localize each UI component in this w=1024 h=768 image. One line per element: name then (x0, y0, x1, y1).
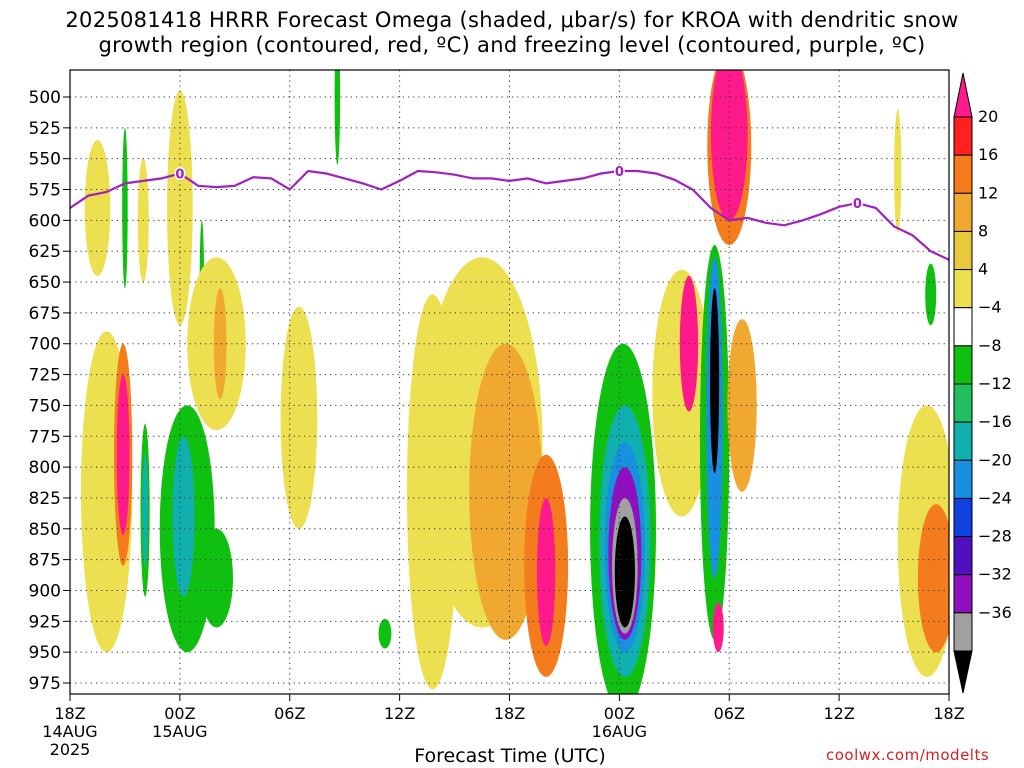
y-tick-label: 525 (29, 119, 61, 139)
x-tick-label: 06Z (274, 704, 305, 723)
omega-cell (710, 288, 720, 474)
y-tick-label: 575 (29, 181, 61, 201)
y-tick-label: 550 (29, 150, 61, 170)
colorbar-label: 16 (978, 145, 998, 164)
colorbar-label: 4 (978, 260, 988, 279)
colorbar-swatch (953, 574, 973, 614)
x-tick-label: 12Z (384, 704, 415, 723)
colorbar-swatch (953, 154, 973, 194)
omega-cell (710, 70, 748, 221)
x-tick-label: 00Z (164, 704, 195, 723)
omega-cell (213, 288, 227, 400)
x-tick-label: 18Z (54, 704, 85, 723)
x-tick-date: 15AUG (152, 722, 207, 741)
omega-cell (727, 319, 757, 492)
colorbar-label: 12 (978, 183, 998, 202)
colorbar-swatch (953, 192, 973, 232)
colorbar-swatch (953, 612, 973, 652)
y-tick-label: 950 (29, 643, 61, 663)
y-tick-label: 650 (29, 273, 61, 293)
omega-cell (378, 618, 392, 649)
chart-title: 2025081418 HRRR Forecast Omega (shaded, … (65, 8, 959, 57)
colorbar-label: −36 (978, 603, 1012, 622)
y-tick-label: 600 (29, 211, 61, 231)
colorbar-swatch (953, 269, 973, 309)
omega-cell (167, 90, 193, 326)
y-tick-label: 875 (29, 551, 61, 571)
y-tick-label: 850 (29, 520, 61, 540)
colorbar-swatch (953, 345, 973, 385)
omega-cell (142, 454, 148, 566)
y-tick-label: 825 (29, 489, 61, 509)
omega-cell (894, 109, 902, 233)
colorbar-label: −16 (978, 412, 1012, 431)
x-tick-label: 06Z (714, 704, 745, 723)
x-tick-date: 14AUG (42, 722, 97, 741)
colorbar-label: −24 (978, 488, 1012, 507)
freezing-level-line (70, 169, 949, 261)
y-tick-label: 925 (29, 612, 61, 632)
x-tick-label: 00Z (604, 704, 635, 723)
y-tick-label: 975 (29, 674, 61, 694)
y-tick-label: 800 (29, 458, 61, 478)
source-credit: coolwx.com/modelts (826, 746, 990, 764)
omega-cell (122, 127, 128, 289)
omega-cell (917, 504, 949, 653)
freezing-level-label: 0 (175, 167, 184, 182)
colorbar-label: −12 (978, 374, 1012, 393)
y-tick-label: 700 (29, 335, 61, 355)
x-tick-date: 16AUG (592, 722, 647, 741)
freezing-level-label: 0 (615, 165, 624, 180)
x-axis-label: Forecast Time (UTC) (414, 745, 606, 767)
colorbar-swatch (953, 421, 973, 461)
omega-cell (536, 497, 556, 646)
x-tick-label: 18Z (933, 704, 964, 723)
colorbar-label: −20 (978, 450, 1012, 469)
colorbar-bottom-arrow (953, 650, 973, 694)
y-tick-label: 725 (29, 366, 61, 386)
colorbar-swatch (953, 497, 973, 538)
y-tick-label: 500 (29, 88, 61, 108)
y-tick-label: 900 (29, 581, 61, 601)
colorbar-swatch (953, 383, 973, 423)
omega-cell (925, 263, 937, 326)
colorbar-label: −32 (978, 565, 1012, 584)
omega-cell (712, 602, 724, 653)
x-tick-label: 12Z (823, 704, 854, 723)
omega-cell (614, 516, 635, 628)
colorbar-swatch (953, 116, 973, 156)
x-tick-year: 2025 (50, 740, 91, 759)
omega-cell (334, 70, 341, 165)
colorbar-label: −8 (978, 336, 1002, 355)
colorbar-swatch (953, 230, 973, 271)
y-tick-label: 775 (29, 427, 61, 447)
omega-cell (200, 528, 233, 628)
colorbar-label: −4 (978, 298, 1002, 317)
omega-cell (84, 140, 111, 276)
colorbar-swatch (953, 459, 973, 499)
omega-cell (280, 306, 318, 529)
colorbar-label: 8 (978, 221, 988, 240)
y-tick-label: 750 (29, 396, 61, 416)
x-tick-label: 18Z (494, 704, 525, 723)
colorbar-swatch (953, 536, 973, 576)
omega-cell (116, 374, 130, 535)
colorbar-swatch (953, 307, 973, 347)
y-tick-label: 625 (29, 242, 61, 262)
colorbar-label: 20 (978, 107, 998, 126)
y-tick-label: 675 (29, 304, 61, 324)
freezing-level-label: 0 (853, 197, 862, 212)
omega-cell (172, 436, 195, 597)
colorbar-top-arrow (953, 72, 973, 118)
colorbar-label: −28 (978, 527, 1012, 546)
